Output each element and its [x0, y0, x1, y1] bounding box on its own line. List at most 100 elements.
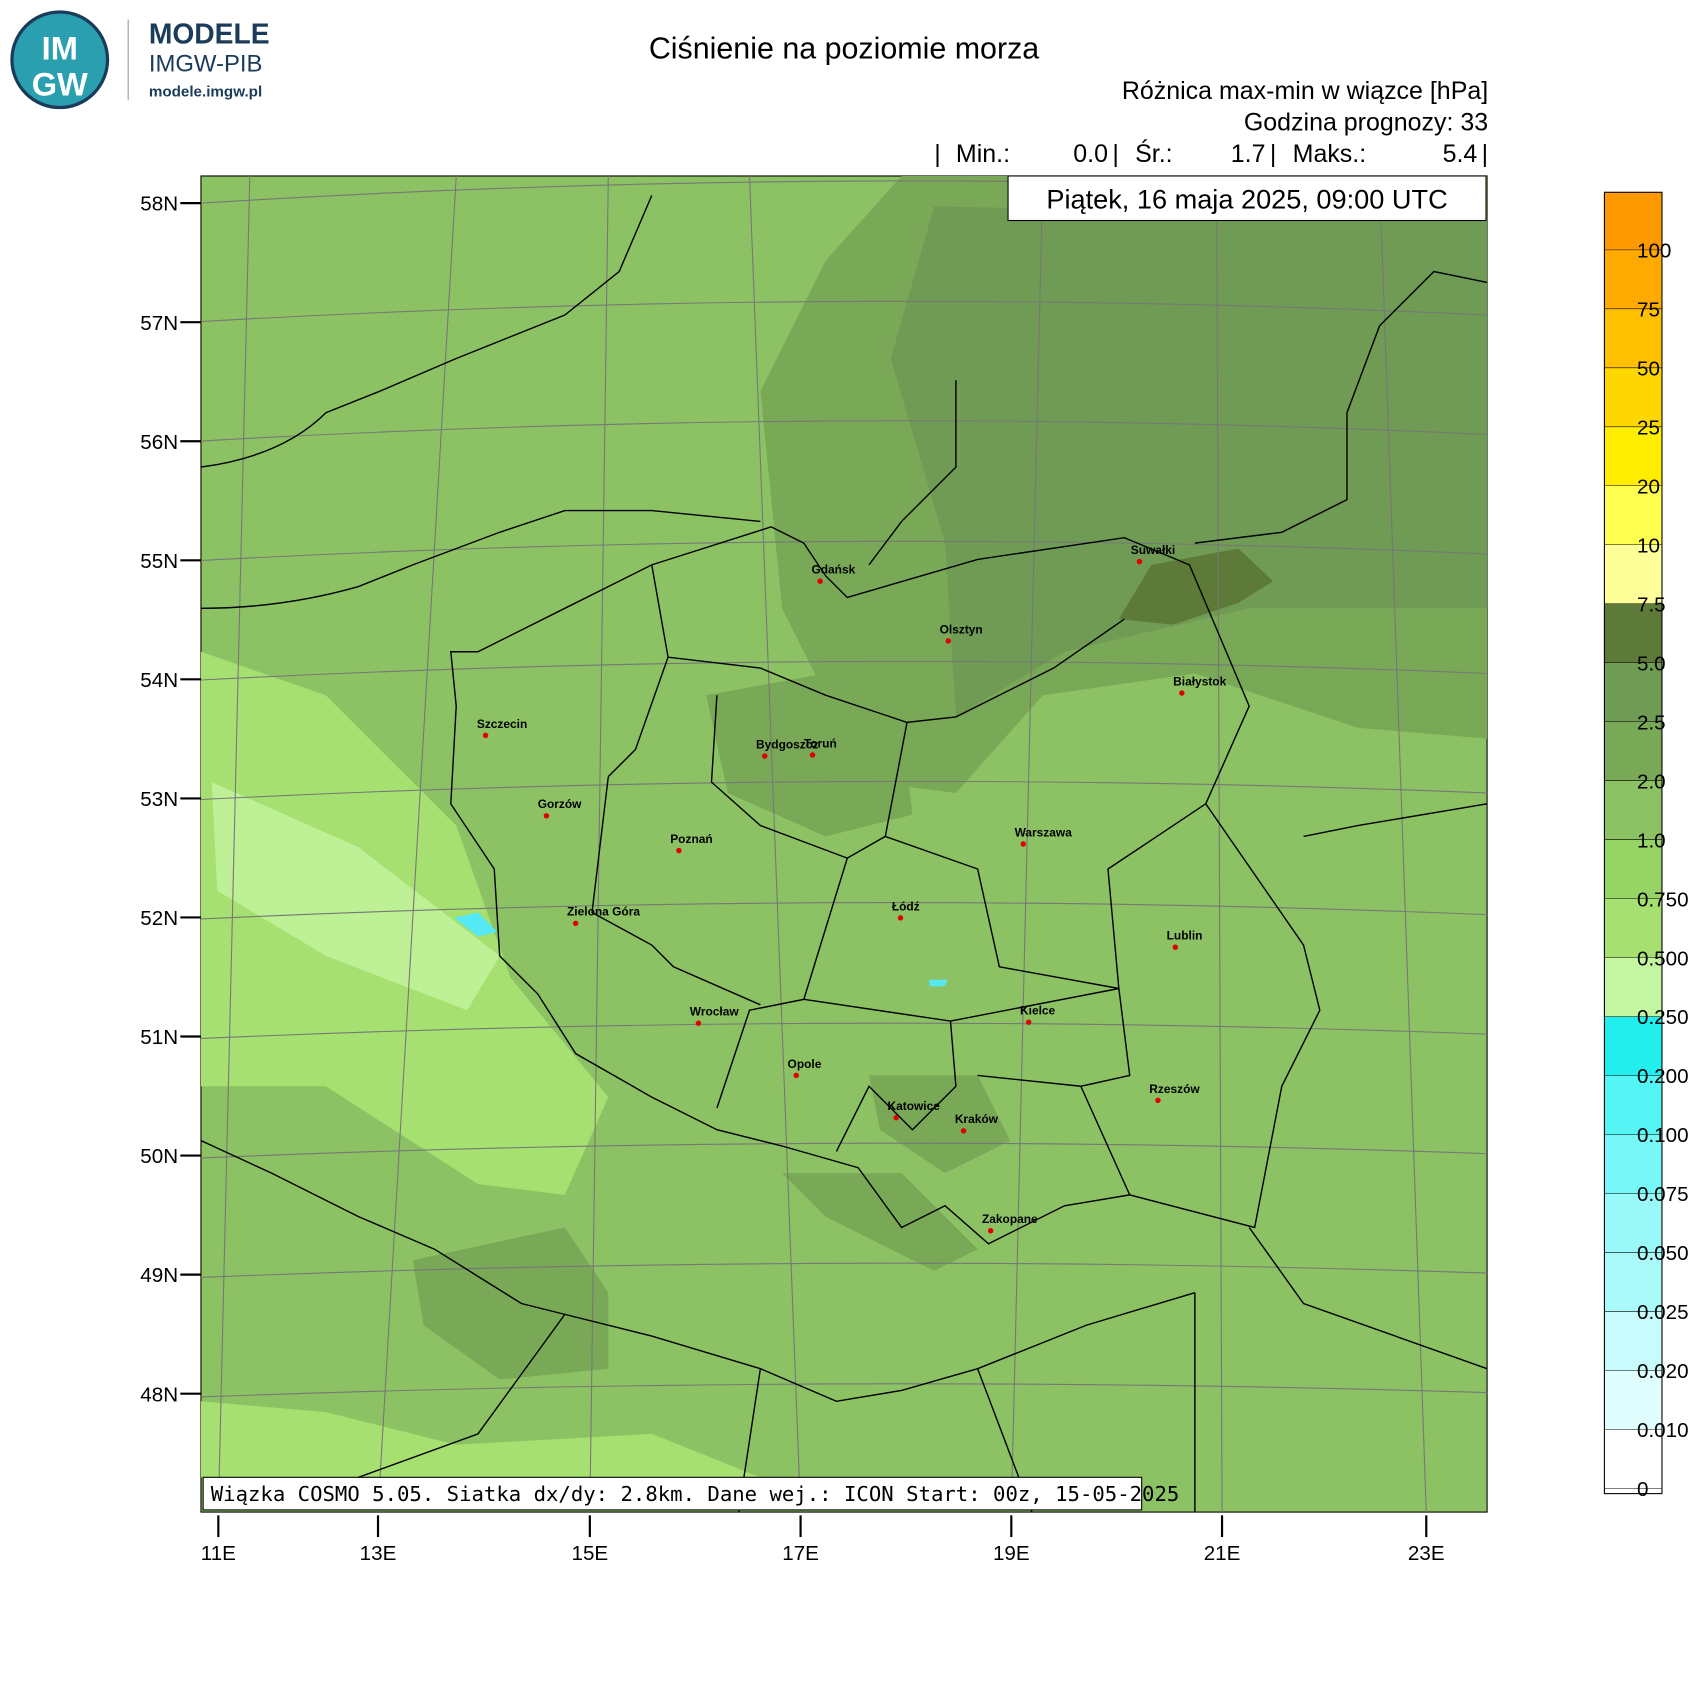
- city-marker: [762, 753, 768, 759]
- stats: | Min.: 0.0 | Śr.: 1.7 | Maks.: 5.4 |: [934, 138, 1488, 168]
- logo-org: IMGW-PIB: [149, 51, 263, 78]
- legend-swatch: [1604, 367, 1662, 427]
- map: Gdańsk Olsztyn Suwałki Białystok Szczecin Byd…: [200, 175, 1488, 1513]
- cities: Gdańsk Olsztyn Suwałki Białystok Szczecin Byd…: [477, 543, 1227, 1234]
- subtitle: Różnica max-min w wiązce [hPa]: [1122, 77, 1488, 105]
- borders: [200, 195, 1488, 1513]
- city-marker: [1136, 558, 1143, 565]
- city-marker: [1172, 944, 1179, 950]
- stats-value: 5.4: [1443, 140, 1478, 168]
- date-box: [1007, 175, 1487, 222]
- stats-separator: |: [1482, 140, 1489, 168]
- axes: 58N 57N 56N 55N 54N 53N 52N 51N 50N 49N 48N 11E 13E 1…: [140, 193, 1444, 1565]
- legend-label: 0.010: [1637, 1419, 1689, 1442]
- legend-label: 50: [1637, 357, 1660, 380]
- legend-swatch: [1604, 957, 1662, 1017]
- legend-swatch: [1604, 249, 1662, 309]
- field-light-south: [200, 1401, 761, 1478]
- city-label: Kraków: [955, 1112, 999, 1126]
- legend-swatch: [1604, 1370, 1662, 1430]
- legend-swatch: [1604, 721, 1662, 781]
- legend-label: 0.500: [1637, 947, 1689, 970]
- city-label: Suwałki: [1131, 543, 1175, 557]
- field-dark-center: [706, 673, 913, 837]
- stats-separator: |: [1112, 140, 1119, 168]
- city-label: Rzeszów: [1149, 1082, 1200, 1096]
- legend-frame: [1603, 191, 1663, 1495]
- lat-label: 57N: [140, 312, 178, 335]
- legend-label: 20: [1637, 475, 1660, 498]
- lon-label: 19E: [993, 1542, 1030, 1565]
- legend-label: 0.250: [1637, 1006, 1689, 1029]
- title: Ciśnienie na poziomie morza: [649, 32, 1039, 66]
- lon-label: 23E: [1408, 1542, 1445, 1565]
- city-marker: [543, 813, 550, 819]
- graticule: [200, 175, 1488, 1513]
- legend-swatch: [1604, 1134, 1662, 1194]
- legend-swatch: [1604, 1429, 1662, 1489]
- lon-label: 17E: [782, 1542, 819, 1565]
- legend-label: 5.0: [1637, 652, 1666, 675]
- date: Piątek, 16 maja 2025, 09:00 UTC: [1046, 184, 1447, 215]
- city-marker: [893, 1115, 899, 1121]
- city-label: Zielona Góra: [567, 905, 640, 919]
- city-marker: [960, 1128, 967, 1134]
- legend-swatch: [1604, 1252, 1662, 1312]
- lat-label: 50N: [140, 1145, 178, 1168]
- logo-badge-bottom: GW: [32, 67, 88, 103]
- city-marker: [482, 732, 489, 739]
- stats-separator: |: [934, 140, 941, 168]
- lat-label: 58N: [140, 193, 178, 216]
- lat-label: 55N: [140, 550, 178, 573]
- legend: 100 75 50 25 20 10 7.5 5.0 2.5 2.0 1.0 0.750 0.500 0.…: [1603, 191, 1689, 1501]
- stats-separator: |: [1270, 140, 1276, 168]
- city-marker: [676, 847, 682, 854]
- legend-label: 10: [1637, 534, 1660, 557]
- legend-swatch: [1604, 1311, 1662, 1371]
- city-marker: [987, 1228, 994, 1234]
- legend-swatch: [1604, 1075, 1662, 1135]
- logo-badge-top: IM: [42, 31, 78, 67]
- city-label: Białystok: [1173, 674, 1226, 688]
- city-marker: [897, 915, 904, 921]
- legend-swatch: [1604, 485, 1662, 545]
- lat-label: 49N: [140, 1264, 178, 1287]
- legend-swatch: [1604, 544, 1662, 604]
- city-marker: [793, 1072, 799, 1079]
- legend-label: 0.100: [1637, 1124, 1689, 1147]
- forecast-hour: Godzina prognozy: 33: [1244, 108, 1488, 136]
- legend-swatch: [1604, 780, 1662, 840]
- legend-label: 7.5: [1637, 593, 1666, 616]
- lon-label: 21E: [1204, 1542, 1241, 1565]
- legend-swatch: [1604, 192, 1662, 250]
- city-marker: [1020, 841, 1026, 847]
- city-label: Warszawa: [1015, 825, 1073, 839]
- city-marker: [945, 638, 952, 644]
- lon-label: 15E: [571, 1542, 608, 1565]
- lon-label: 11E: [201, 1542, 236, 1565]
- lon-label: 13E: [360, 1542, 397, 1565]
- logo-name: MODELE: [149, 17, 270, 49]
- legend-swatch: [1604, 898, 1662, 958]
- city-label: Lublin: [1167, 929, 1203, 943]
- city-label: Olsztyn: [940, 622, 983, 636]
- legend-label: 0.020: [1637, 1360, 1689, 1383]
- city-marker: [1155, 1097, 1161, 1104]
- city-marker: [573, 920, 579, 927]
- legend-label: 0.025: [1637, 1301, 1689, 1324]
- city-label: Szczecin: [477, 717, 527, 731]
- city-label: Wrocław: [690, 1005, 740, 1019]
- lat-label: 54N: [140, 669, 178, 692]
- footer-box: [202, 1476, 1143, 1511]
- legend-swatch: [1604, 1016, 1662, 1076]
- field-lighter: [211, 782, 500, 1011]
- legend-swatch: [1604, 1193, 1662, 1253]
- lat-label: 51N: [140, 1026, 178, 1049]
- field-dark-south: [412, 1075, 1011, 1380]
- stats-value: 0.0: [1073, 140, 1108, 168]
- logo-url: modele.imgw.pl: [149, 84, 262, 101]
- stats-label: Śr.:: [1135, 138, 1172, 168]
- stats-label: Maks.:: [1293, 140, 1367, 168]
